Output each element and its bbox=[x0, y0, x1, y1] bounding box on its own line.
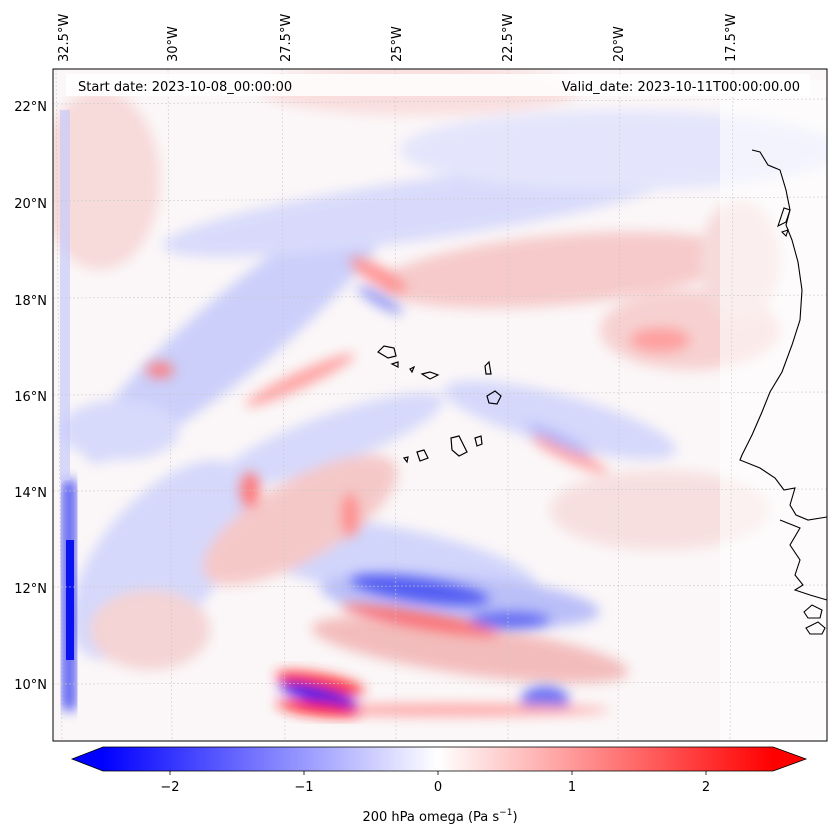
valid-date-label: Valid_date: 2023-10-11T00:00:00.00 bbox=[562, 80, 800, 95]
colorbar: −2 −1 0 1 2 200 hPa omega (Pa s−1) bbox=[70, 746, 808, 825]
colorbar-tick: 0 bbox=[434, 780, 442, 795]
colorbar-tick: 2 bbox=[702, 780, 710, 795]
lon-label: 30°W bbox=[166, 26, 181, 62]
lat-label: 20°N bbox=[14, 197, 47, 212]
latitude-labels: 22°N 20°N 18°N 16°N 14°N 12°N 10°N bbox=[14, 100, 47, 693]
colorbar-gradient bbox=[103, 747, 773, 771]
lon-label: 20°W bbox=[612, 26, 627, 62]
colorbar-tick: −1 bbox=[294, 780, 313, 795]
lat-label: 22°N bbox=[14, 100, 47, 115]
africa-coastline bbox=[739, 149, 828, 521]
coastlines bbox=[739, 149, 828, 635]
lon-label: 22.5°W bbox=[501, 14, 516, 62]
lon-label: 27.5°W bbox=[279, 14, 294, 62]
colorbar-tick: −2 bbox=[160, 780, 179, 795]
colorbar-label: 200 hPa omega (Pa s−1) bbox=[362, 808, 517, 825]
map-frame bbox=[52, 68, 828, 742]
lon-label: 32.5°W bbox=[57, 14, 72, 62]
colorbar-label-main: 200 hPa omega (Pa s bbox=[362, 810, 499, 825]
colorbar-label-sup: −1 bbox=[499, 808, 512, 818]
map-panel: Start date: 2023-10-08_00:00:00 Valid_da… bbox=[52, 68, 828, 742]
omega-field bbox=[53, 69, 827, 740]
lat-label: 12°N bbox=[14, 582, 47, 597]
lon-label: 25°W bbox=[390, 26, 405, 62]
colorbar-high-extend bbox=[773, 747, 806, 771]
lon-label: 17.5°W bbox=[724, 14, 739, 62]
colorbar-tick: 1 bbox=[568, 780, 576, 795]
cape-verde-islands bbox=[377, 345, 502, 464]
gridlines bbox=[53, 69, 827, 741]
colorbar-low-extend bbox=[72, 747, 103, 771]
start-date-label: Start date: 2023-10-08_00:00:00 bbox=[78, 80, 292, 95]
lat-label: 18°N bbox=[14, 294, 47, 309]
lat-label: 16°N bbox=[14, 390, 47, 405]
longitude-labels: 32.5°W 30°W 27.5°W 25°W 22.5°W 20°W 17.5… bbox=[57, 14, 739, 62]
colorbar-label-end: ) bbox=[512, 810, 517, 825]
colorbar-outline bbox=[70, 746, 808, 772]
lat-label: 10°N bbox=[14, 678, 47, 693]
lat-label: 14°N bbox=[14, 486, 47, 501]
